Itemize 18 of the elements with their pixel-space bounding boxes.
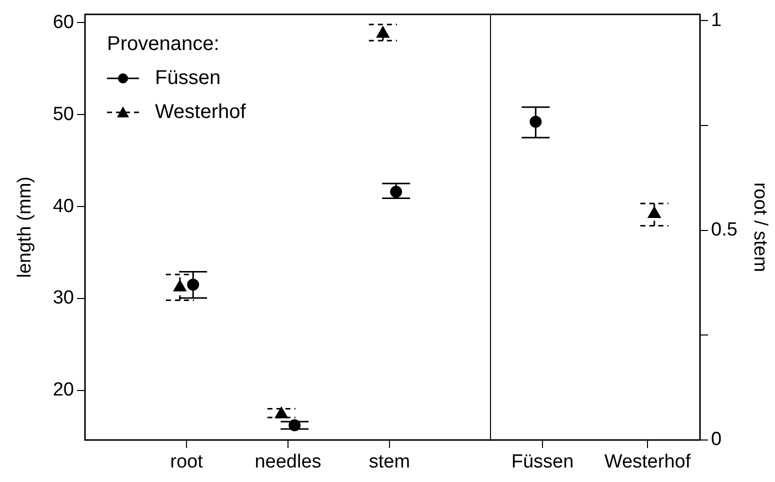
y-tick-label: 50 <box>52 104 74 125</box>
y-tick-label: 60 <box>52 12 74 33</box>
x-tick-label: Westerhof <box>604 452 692 473</box>
x-tick-label: Füssen <box>511 452 574 473</box>
legend-label: Westerhof <box>155 100 246 123</box>
x-tick-label: root <box>170 452 204 473</box>
x-tick-label: needles <box>254 452 322 473</box>
legend-label: Füssen <box>155 66 221 89</box>
y-tick-label: 20 <box>52 380 74 401</box>
y2-axis-title: root / stem <box>749 182 770 272</box>
y-axis-title: length (mm) <box>14 176 36 278</box>
y2-tick-label: 1 <box>711 10 722 31</box>
x-tick-label: stem <box>368 452 410 473</box>
y2-tick-label: 0.5 <box>711 220 738 241</box>
y-tick-label: 40 <box>52 196 74 217</box>
y2-tick-label: 0 <box>711 429 722 450</box>
y-tick-label: 30 <box>52 288 74 309</box>
legend-title: Provenance: <box>107 32 220 55</box>
